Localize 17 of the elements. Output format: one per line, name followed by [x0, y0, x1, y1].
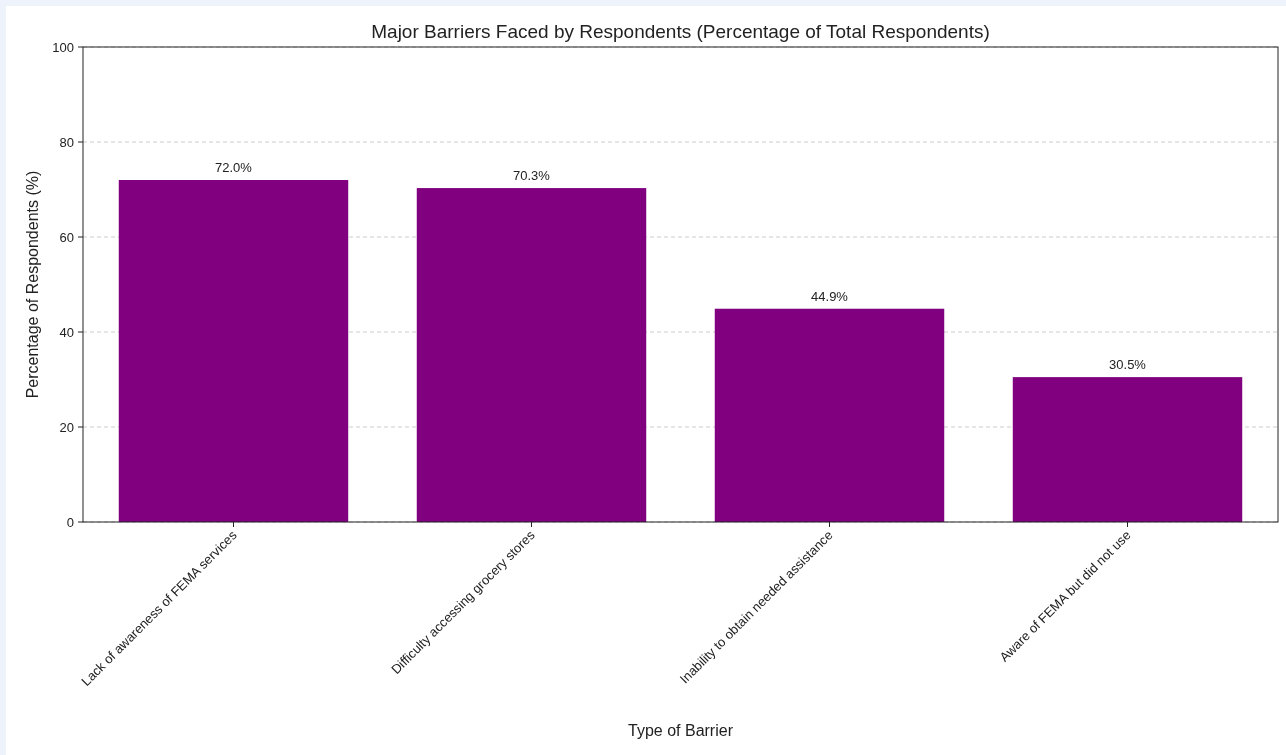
chart-title: Major Barriers Faced by Respondents (Percentage of Total Respondents)	[371, 21, 990, 42]
y-tick-label: 60	[59, 229, 74, 245]
data-label: 30.5%	[1109, 357, 1147, 373]
y-tick-label: 20	[59, 419, 74, 435]
x-axis-title: Type of Barrier	[628, 722, 734, 739]
data-label: 44.9%	[811, 288, 849, 304]
y-axis-title: Percentage of Respondents (%)	[24, 170, 41, 399]
y-tick-label: 0	[66, 514, 74, 530]
bar	[714, 308, 945, 522]
y-tick-label: 80	[59, 134, 74, 150]
y-tick-label: 100	[52, 39, 74, 55]
bar	[1012, 377, 1243, 522]
y-tick-label: 40	[59, 324, 74, 340]
data-label: 70.3%	[513, 168, 551, 184]
bar	[416, 188, 647, 522]
data-label: 72.0%	[215, 160, 253, 175]
bar	[118, 180, 349, 522]
